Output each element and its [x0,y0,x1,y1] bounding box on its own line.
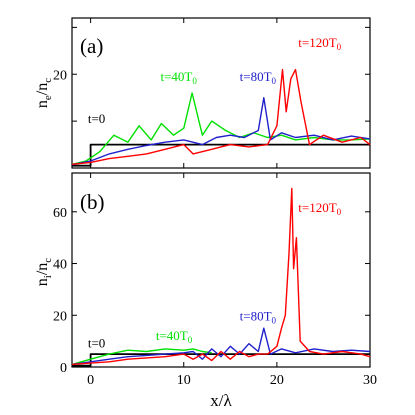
panel-a-series-label: t=120T0 [298,35,341,52]
panel-a-ylabel-sub1: e [42,95,54,100]
panel-b: 0 20 40 60 0 10 20 30 t=0 t=40T0 t=80T0 t=120T0 (b… [34,172,377,410]
panel-a-ylabel-main: n [34,100,51,108]
panel-a-series-labels: t=0 t=40T0 t=80T0 t=120T0 [88,35,342,126]
panel-b-series-label: t=80T0 [240,308,277,325]
panel-b-xtick-label: 30 [363,373,377,388]
panel-b-label: (b) [80,190,105,214]
panel-b-ylabel-sub1: i [42,275,54,278]
panel-b-ytick-label: 20 [53,309,67,324]
panel-a-series-label: t=0 [88,111,105,126]
panel-b-series-line [71,348,212,366]
panel-b-series-line [71,187,371,366]
panel-b-series [71,187,371,367]
panel-a-series [71,68,371,167]
panel-a-ytick-label: 20 [53,68,67,83]
panel-a-series-line [71,68,371,165]
panel-b-series-line [71,327,371,366]
panel-a-series-label: t=80T0 [240,69,277,86]
panel-a-axis-ticks: 20 [53,18,371,169]
panel-b-series-label: t=40T0 [156,328,193,345]
panel-b-series-label: t=0 [88,335,105,350]
panel-b-ylabel-sep: / [34,270,51,275]
panel-a-series-line [71,92,371,165]
panel-b-series-label: t=120T0 [298,200,341,217]
panel-a-series-label: t=40T0 [160,69,197,86]
panel-b-xtick-label: 20 [270,373,284,388]
panel-b-ylabel-main: n [34,278,51,286]
panel-a-ylabel-sep: / [34,90,51,95]
panel-b-ytick-label: 0 [60,361,67,376]
panel-b-xtick-label: 10 [177,373,191,388]
panel-b-ylabel: ni/nc [34,258,54,287]
panel-a-ylabel-main2: n [34,83,51,91]
panel-a-series-line [72,143,370,167]
panel-a-series-line [71,96,371,166]
panel-a-ylabel-sub2: c [42,78,54,83]
panel-b-ytick-label: 60 [53,206,67,221]
panel-a-label: (a) [80,34,103,58]
panel-a-frame [71,17,371,169]
panel-b-ylabel-sub2: c [42,258,54,263]
x-axis-label: x/λ [210,391,232,410]
panel-b-series-labels: t=0 t=40T0 t=80T0 t=120T0 [88,200,342,351]
panel-b-ylabel-main2: n [34,263,51,271]
panel-b-ytick-label: 40 [53,258,67,273]
panel-b-xtick-label: 0 [87,373,94,388]
panel-b-axis-ticks: 0 20 40 60 0 10 20 30 [53,173,377,388]
panel-a-ylabel: ne/nc [34,78,54,108]
panel-b-frame [71,172,371,368]
